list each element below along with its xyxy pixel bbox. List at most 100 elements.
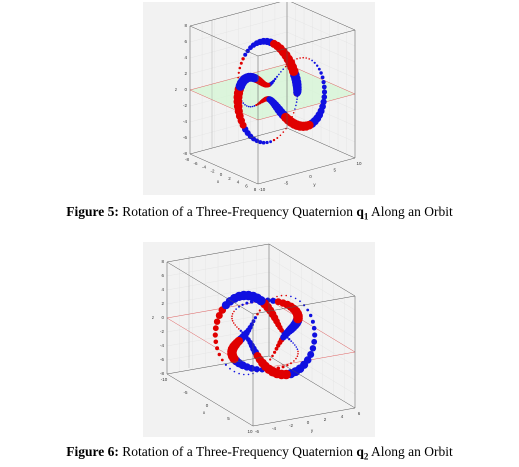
orbit-dot (238, 66, 242, 70)
orbit-dot (270, 297, 277, 304)
orbit-dot (248, 291, 258, 302)
x-tick-label: -5 (183, 390, 187, 395)
orbit-dot (280, 294, 283, 297)
orbit-dot (246, 105, 248, 107)
orbit-dot (232, 322, 235, 324)
orbit-dot (272, 138, 276, 142)
z-tick-label: 0 (161, 315, 164, 320)
orbit-dot (290, 340, 293, 342)
z-tick-label: -2 (160, 329, 164, 334)
orbit-dot (293, 360, 295, 362)
orbit-dot (278, 73, 280, 76)
orbit-dot (276, 295, 278, 298)
orbit-dot (286, 364, 289, 367)
orbit-dot (285, 294, 287, 297)
orbit-dot (290, 295, 292, 298)
orbit-dot (321, 84, 327, 90)
orbit-dot (281, 365, 285, 369)
orbit-dot (292, 342, 294, 344)
orbit-dot (296, 98, 298, 100)
wall-grid (166, 271, 270, 291)
x-tick-label: 0 (206, 403, 209, 408)
z-tick-label: 6 (184, 39, 187, 44)
orbit-dot (239, 61, 243, 65)
orbit-dot (251, 319, 256, 324)
orbit-dot (295, 104, 297, 107)
z-tick-label: 4 (161, 287, 164, 292)
caption-text: Rotation of a Three-Frequency Quaternion (122, 204, 353, 219)
orbit-dot (295, 346, 298, 348)
orbit-dot (224, 363, 227, 366)
orbit-dot (276, 75, 278, 78)
box-edge (189, 153, 259, 185)
y-tick-label: 10 (356, 161, 362, 166)
box-edge (268, 355, 356, 409)
caption-subscript: 1 (363, 211, 369, 222)
orbit-dot (321, 80, 326, 85)
z-tick-label: -6 (160, 357, 164, 362)
box-edge (257, 29, 356, 57)
wall-grid (189, 15, 288, 43)
orbit-dot (215, 312, 223, 319)
orbit-dot (311, 325, 317, 331)
box-edge (268, 243, 356, 297)
orbit-dot (279, 134, 282, 137)
box-edge (166, 355, 270, 375)
y-tick-label: 6 (358, 411, 361, 416)
orbit-dot (299, 57, 301, 59)
box-edge (252, 407, 356, 427)
caption-rest: Along an Orbit (370, 444, 453, 459)
orbit-dot (231, 313, 234, 315)
y-tick-label: -10 (259, 187, 266, 192)
y-tick-label: -4 (272, 426, 276, 431)
wall-grid (286, 15, 356, 47)
orbit-dot (316, 64, 319, 67)
orbit-dot (294, 297, 297, 300)
orbit-dot (293, 313, 303, 324)
orbit-dot (235, 308, 237, 310)
orbit-dot (231, 315, 233, 317)
orbit-dot (313, 61, 316, 64)
z-tick-label: 2 (184, 71, 187, 76)
y-tick-label: 5 (333, 168, 336, 173)
orbit-dot (294, 344, 296, 346)
orbit-dot (243, 373, 245, 376)
x-axis-label: x (217, 179, 220, 184)
orbit-dot (253, 366, 260, 373)
orbit-dot (234, 324, 236, 326)
orbit-dot (212, 332, 218, 338)
orbit-dot (290, 362, 292, 365)
zero-plane (189, 63, 356, 121)
orbit-dot (307, 351, 315, 358)
orbit-dot (220, 358, 224, 362)
wall-grid (286, 47, 356, 79)
y-tick-label: -5 (284, 181, 288, 186)
y-axis-label: y (313, 182, 316, 187)
orbit-dot (242, 102, 245, 104)
orbit-dot (295, 357, 297, 360)
caption-text: Rotation of a Three-Frequency Quaternion (122, 444, 353, 459)
orbit-dot (321, 94, 328, 100)
orbit-dot (288, 338, 291, 341)
orbit-dot (321, 89, 328, 95)
orbit-dot (258, 309, 261, 312)
figure-5-plot: 8 6 4 2 0 -2 -4 -6 -8 z -8 -6 -4 -2 0 2 4 6 8 x -10 -5 0 5 10 y (143, 2, 375, 195)
orbit-dot (302, 56, 304, 59)
orbit-dot (239, 329, 242, 332)
y-tick-label: 0 (307, 420, 310, 425)
wall-grid (286, 31, 356, 63)
box-edge (257, 157, 356, 185)
orbit-dot (295, 101, 298, 103)
caption-rest: Along an Orbit (370, 204, 453, 219)
orbit-dot (269, 358, 272, 361)
y-axis-label: y (311, 428, 314, 433)
orbit-dot (310, 319, 315, 324)
orbit-dot (251, 105, 254, 108)
z-tick-label: 6 (161, 273, 164, 278)
orbit-dot (296, 348, 299, 350)
caption-label: Figure 6: (66, 444, 119, 459)
orbit-dot (247, 373, 250, 376)
z-tick-label: 0 (184, 87, 187, 92)
orbit-dot (212, 325, 219, 332)
